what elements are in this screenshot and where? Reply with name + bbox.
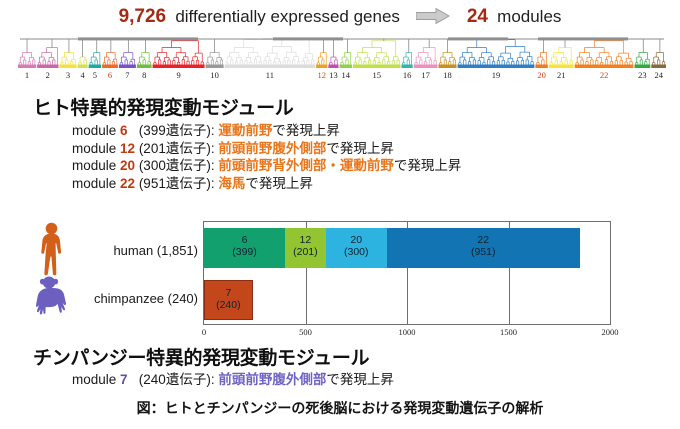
- x-tick-label: 1500: [500, 327, 517, 337]
- dendrogram-cluster-labels: 1 2 3 4 5 6 7 8 9 10 11 12 13 14 15 16 17 18 19 20 21 22 23 24: [18, 70, 666, 84]
- module-gene-count: (399遺伝子):: [127, 123, 219, 138]
- module-number: 6: [120, 123, 128, 138]
- figure-caption: 図：ヒトとチンパンジーの死後脳における発現変動遺伝子の解析: [136, 402, 544, 417]
- dendrogram-cluster-label-19: 19: [491, 70, 501, 80]
- chart-gridline: [508, 222, 510, 324]
- module-brain-region: 前頭前野腹外側部: [218, 140, 327, 156]
- module-brain-region: 前頭前野腹外側部: [218, 372, 327, 387]
- dendrogram-cluster-label-15: 15: [372, 70, 381, 80]
- module-label: module: [72, 158, 121, 173]
- module-number: 7: [120, 372, 128, 387]
- module-brain-region: 前頭前野背外側部・運動前野: [218, 158, 394, 173]
- module-label: module: [72, 175, 121, 191]
- dendrogram-cluster-label-18: 18: [443, 70, 452, 80]
- bar-segment-gene-count: (951): [470, 245, 496, 258]
- chimpanzee-silhouette-icon: [31, 275, 71, 317]
- module-effect-text: で発現上昇: [393, 158, 462, 173]
- human-section-heading: ヒト特異的発現変動モジュール: [33, 98, 294, 119]
- bar-segment-module-22: 22 (951): [386, 228, 580, 268]
- right-arrow-icon: [416, 8, 451, 25]
- module-gene-count: (951遺伝子):: [135, 175, 219, 191]
- module-label: module: [72, 372, 121, 387]
- bar-row: 7 (240): [204, 280, 610, 320]
- dendrogram-cluster-label-2: 2: [45, 70, 50, 80]
- dendrogram-cluster-label-8: 8: [142, 70, 147, 80]
- dendrogram-cluster-label-21: 21: [557, 70, 566, 80]
- module-row: module 12 (201遺伝子): 前頭前野腹外側部で発現上昇: [72, 140, 461, 158]
- x-tick-label: 500: [299, 327, 312, 337]
- module-gene-count: (300遺伝子):: [135, 158, 219, 173]
- chart-gridline: [407, 222, 408, 324]
- dendrogram-cluster-label-20: 20: [537, 70, 546, 80]
- dendrogram-cluster-label-13: 13: [329, 70, 338, 80]
- module-count-value: 24: [466, 6, 488, 27]
- bar-row: 6 (399) 12 (201) 20 (300) 22 (951): [204, 228, 610, 268]
- bar-segment-module-number: 22: [477, 234, 490, 246]
- stacked-bar-chart: 6 (399) 12 (201) 20 (300) 22 (951) 7 (240) 0 500 10…: [0, 216, 680, 338]
- module-number: 20: [120, 158, 136, 173]
- dendrogram-cluster-label-11: 11: [265, 70, 274, 80]
- module-count-label: modules: [497, 7, 562, 26]
- dendrogram-cluster-label-9: 9: [176, 70, 181, 80]
- dendrogram-cluster-label-24: 24: [654, 70, 663, 80]
- dendrogram-cluster-label-14: 14: [341, 70, 351, 80]
- module-brain-region: 海馬: [218, 175, 246, 191]
- module-effect-text: で発現上昇: [245, 175, 313, 191]
- module-effect-text: で発現上昇: [272, 123, 340, 138]
- x-axis-tick-labels: 0 500 1000 1500 2000: [201, 327, 619, 341]
- module-row: module 22 (951遺伝子): 海馬で発現上昇: [72, 175, 461, 193]
- x-tick-label: 1000: [398, 327, 416, 337]
- gene-count-value: 9,726: [118, 6, 167, 27]
- bar-segment-gene-count: (201): [293, 245, 318, 258]
- module-label: module: [72, 140, 121, 156]
- chart-row-label-chimpanzee: chimpanzee (240): [93, 291, 198, 306]
- module-effect-text: で発現上昇: [326, 140, 394, 156]
- bar-segment-module-number: 20: [350, 234, 363, 246]
- dendrogram-cluster-label-7: 7: [125, 70, 130, 80]
- chart-row-label-human: human (1,851): [113, 243, 198, 258]
- bar-segment-module-number: 7: [225, 287, 232, 299]
- gene-count-label: differentially expressed genes: [175, 7, 400, 26]
- dendrogram-cluster-label-17: 17: [421, 70, 430, 80]
- bar-segment-module-number: 6: [241, 234, 248, 246]
- chart-gridline: [305, 222, 307, 324]
- figure-header: 9,726 differentially expressed genes 24 …: [0, 6, 680, 28]
- dendrogram-cluster-label-3: 3: [65, 70, 71, 80]
- dendrogram-cluster-label-5: 5: [92, 70, 98, 80]
- x-tick-label: 0: [201, 327, 207, 337]
- chimpanzee-module-list: module 7 (240遺伝子): 前頭前野腹外側部で発現上昇: [72, 371, 394, 389]
- bar-segment-gene-count: (240): [216, 298, 241, 311]
- bar-segment-gene-count: (300): [343, 245, 369, 258]
- bar-segment-gene-count: (399): [232, 245, 257, 258]
- dendrogram-cluster-label-12: 12: [317, 70, 326, 80]
- module-effect-text: で発現上昇: [326, 372, 394, 387]
- module-row: module 20 (300遺伝子): 前頭前野背外側部・運動前野で発現上昇: [72, 157, 461, 175]
- module-gene-count: (240遺伝子):: [127, 372, 219, 387]
- human-module-list: module 6 (399遺伝子): 運動前野で発現上昇 module 12 (2…: [72, 122, 461, 192]
- module-row: module 7 (240遺伝子): 前頭前野腹外側部で発現上昇: [72, 371, 394, 389]
- chimpanzee-section-heading: チンパンジー特異的発現変動モジュール: [33, 348, 370, 369]
- bar-segment-module-number: 12: [299, 234, 312, 246]
- dendrogram-cluster-label-4: 4: [80, 70, 85, 80]
- dendrogram-cluster-label-22: 22: [599, 70, 609, 80]
- dendrogram-cluster-label-16: 16: [402, 70, 412, 80]
- chart-plot-frame: 6 (399) 12 (201) 20 (300) 22 (951) 7 (240): [203, 221, 611, 325]
- dendrogram-cluster-label-23: 23: [638, 70, 647, 80]
- bar-segment-module-7: 7 (240): [204, 280, 253, 320]
- dendrogram-cluster-label-10: 10: [210, 70, 219, 80]
- dendrogram-plot: [18, 36, 666, 72]
- dendrogram-cluster-label-1: 1: [24, 70, 30, 80]
- dendrogram-cluster-label-6: 6: [107, 70, 113, 80]
- bar-segment-module-20: 20 (300): [325, 228, 387, 268]
- human-silhouette-icon: [38, 222, 68, 276]
- bar-segment-module-12: 12 (201): [284, 228, 326, 268]
- module-label: module: [72, 123, 121, 138]
- x-tick-label: 2000: [601, 327, 619, 337]
- module-gene-count: (201遺伝子):: [135, 140, 219, 156]
- module-brain-region: 運動前野: [218, 123, 273, 138]
- bar-segment-module-6: 6 (399): [204, 228, 285, 268]
- module-row: module 6 (399遺伝子): 運動前野で発現上昇: [72, 122, 461, 140]
- module-number: 22: [120, 175, 136, 191]
- module-number: 12: [120, 140, 136, 156]
